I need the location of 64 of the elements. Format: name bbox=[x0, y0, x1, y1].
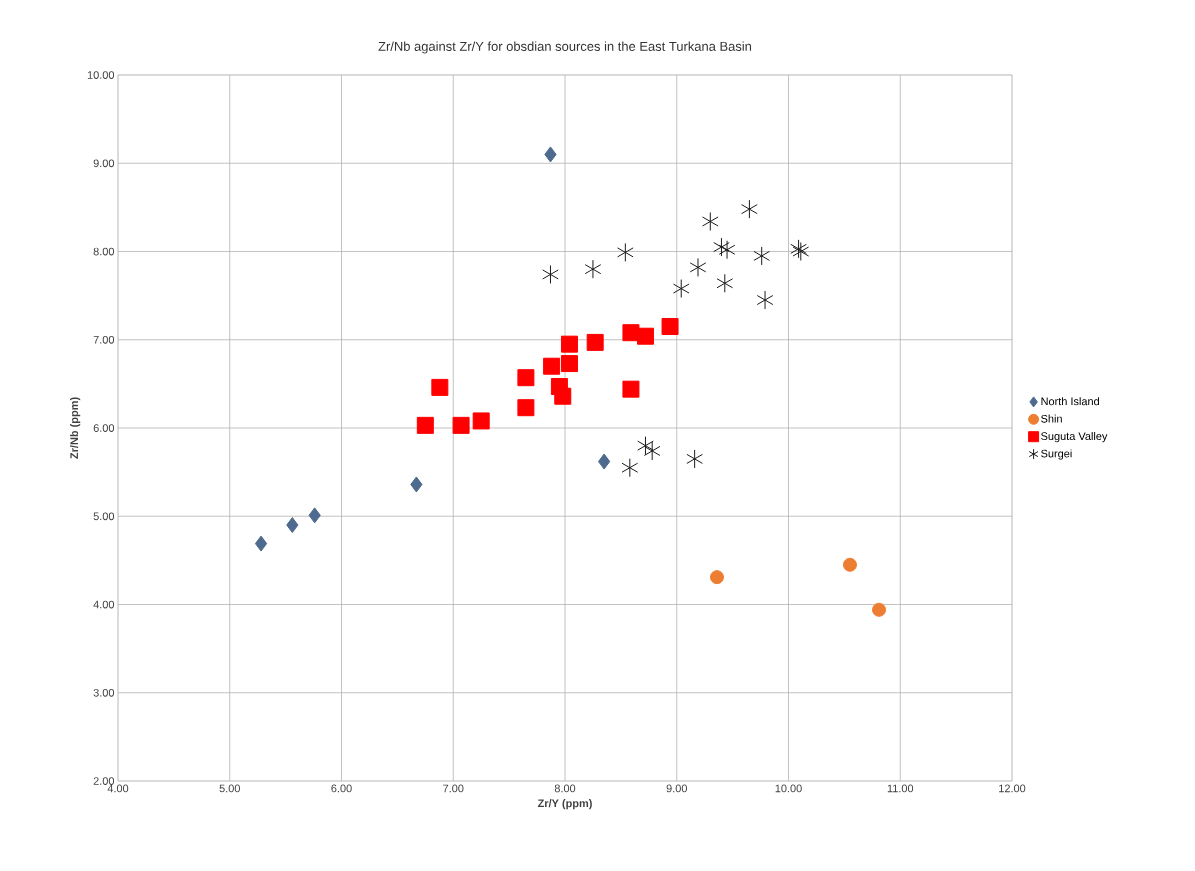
legend-label: Suguta Valley bbox=[1041, 431, 1108, 443]
point bbox=[713, 237, 730, 257]
point bbox=[718, 240, 736, 260]
point bbox=[286, 517, 299, 534]
point bbox=[410, 476, 423, 493]
x-tick-label: 12.00 bbox=[999, 784, 1026, 793]
y-tick-label: 3.00 bbox=[93, 688, 115, 697]
x-tick-label: 9.00 bbox=[666, 784, 687, 793]
point bbox=[643, 441, 661, 461]
legend-label: Shin bbox=[1041, 414, 1062, 423]
point bbox=[842, 557, 857, 572]
x-tick-label: 4.00 bbox=[107, 784, 129, 793]
point bbox=[686, 449, 703, 469]
point bbox=[472, 412, 490, 430]
point bbox=[560, 355, 578, 373]
point bbox=[701, 211, 719, 231]
point bbox=[597, 453, 611, 470]
point bbox=[586, 333, 604, 351]
x-tick-label: 7.00 bbox=[443, 784, 464, 793]
point bbox=[554, 387, 572, 405]
point bbox=[689, 257, 707, 277]
point bbox=[617, 242, 634, 262]
point bbox=[308, 507, 321, 524]
point bbox=[584, 259, 602, 279]
point bbox=[452, 416, 470, 434]
x-tick-label: 10.00 bbox=[775, 784, 802, 793]
point bbox=[716, 273, 734, 293]
y-tick-label: 7.00 bbox=[93, 335, 115, 344]
chart-title: Zr/Nb against Zr/Y for obsdian sources in the East Turkana Basin bbox=[378, 41, 752, 54]
point bbox=[753, 246, 770, 266]
point bbox=[741, 199, 758, 219]
y-tick-label: 10.00 bbox=[87, 71, 115, 79]
x-axis-title: Zr/Y (ppm) bbox=[537, 799, 592, 810]
point bbox=[872, 602, 887, 617]
point bbox=[431, 378, 449, 396]
point bbox=[416, 416, 434, 434]
y-tick-label: 2.00 bbox=[93, 777, 115, 785]
legend-label: Surgei bbox=[1041, 449, 1072, 460]
point bbox=[636, 327, 654, 345]
point bbox=[709, 570, 724, 585]
point bbox=[517, 399, 535, 417]
y-axis-title: Zr/Nb (ppm) bbox=[70, 397, 81, 459]
y-tick-label: 8.00 bbox=[93, 247, 115, 256]
y-tick-label: 6.00 bbox=[93, 424, 115, 432]
point bbox=[543, 357, 561, 375]
x-tick-label: 8.00 bbox=[554, 784, 576, 793]
y-tick-label: 4.00 bbox=[93, 600, 115, 609]
x-tick-label: 5.00 bbox=[219, 784, 240, 793]
point bbox=[560, 335, 578, 353]
point bbox=[756, 290, 774, 310]
point bbox=[661, 318, 679, 336]
point bbox=[621, 458, 639, 478]
y-tick-label: 5.00 bbox=[93, 512, 115, 521]
point bbox=[637, 436, 654, 456]
point bbox=[672, 279, 690, 299]
y-tick-label: 9.00 bbox=[93, 159, 115, 168]
point bbox=[517, 369, 535, 387]
point bbox=[622, 380, 640, 398]
x-tick-label: 11.00 bbox=[887, 784, 914, 793]
legend-label: North Island bbox=[1041, 397, 1099, 406]
point bbox=[544, 146, 557, 163]
point bbox=[542, 264, 559, 284]
point bbox=[254, 535, 268, 552]
x-tick-label: 6.00 bbox=[331, 784, 352, 793]
